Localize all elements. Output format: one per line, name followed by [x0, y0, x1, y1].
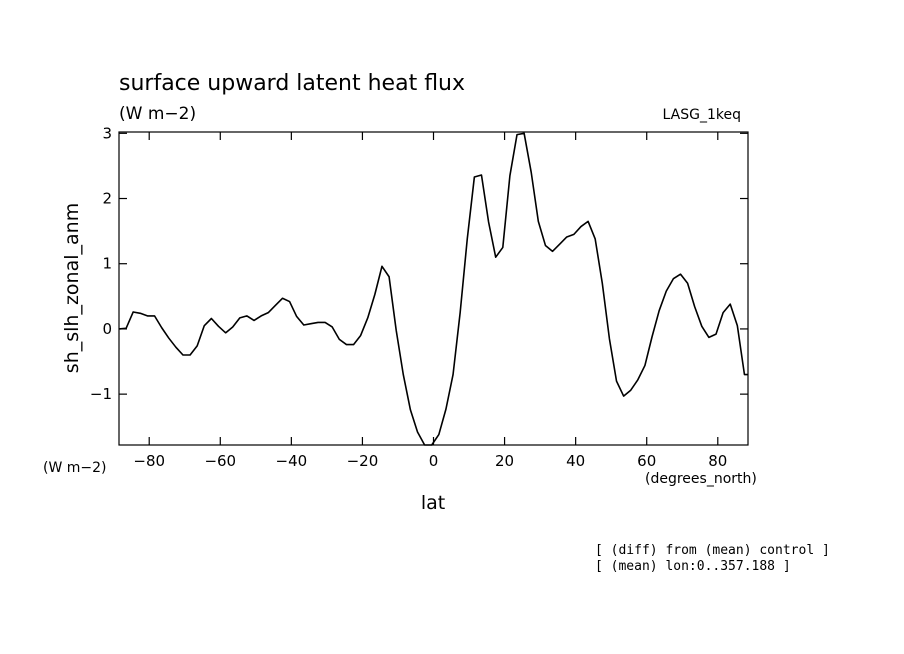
dataset-label: LASG_1keq [663, 107, 741, 123]
x-tick-label: 80 [708, 452, 727, 470]
y-axis-ticks: −1 0 1 2 3 [90, 124, 748, 403]
x-axis-ticks: −80 −60 −40 −20 0 20 40 60 80 [133, 132, 727, 470]
x-axis-label: lat [421, 492, 445, 514]
y-axis-label: sh_slh_zonal_anm [61, 203, 83, 373]
y-tick-label: 0 [102, 320, 112, 338]
y-unit-label: (W m−2) [43, 460, 107, 476]
y-tick-label: 2 [102, 190, 112, 208]
x-tick-label: 20 [495, 452, 514, 470]
note-diff: [ (diff) from (mean) control ] [595, 543, 830, 558]
x-tick-label: −80 [133, 452, 165, 470]
x-tick-label: −40 [276, 452, 308, 470]
chart-title: surface upward latent heat flux [119, 71, 465, 96]
y-tick-label: 1 [102, 255, 112, 273]
x-tick-label: −20 [347, 452, 379, 470]
x-tick-label: 40 [566, 452, 585, 470]
x-tick-label: −60 [204, 452, 236, 470]
chart-unit-subtitle: (W m−2) [119, 104, 196, 124]
plot-frame [118, 131, 749, 446]
y-tick-label: −1 [90, 385, 112, 403]
series-line [118, 132, 748, 446]
x-unit-label: (degrees_north) [645, 471, 757, 487]
y-tick-label: 3 [102, 124, 112, 142]
x-tick-label: 0 [429, 452, 439, 470]
note-mean: [ (mean) lon:0..357.188 ] [595, 559, 791, 574]
x-tick-label: 60 [637, 452, 656, 470]
